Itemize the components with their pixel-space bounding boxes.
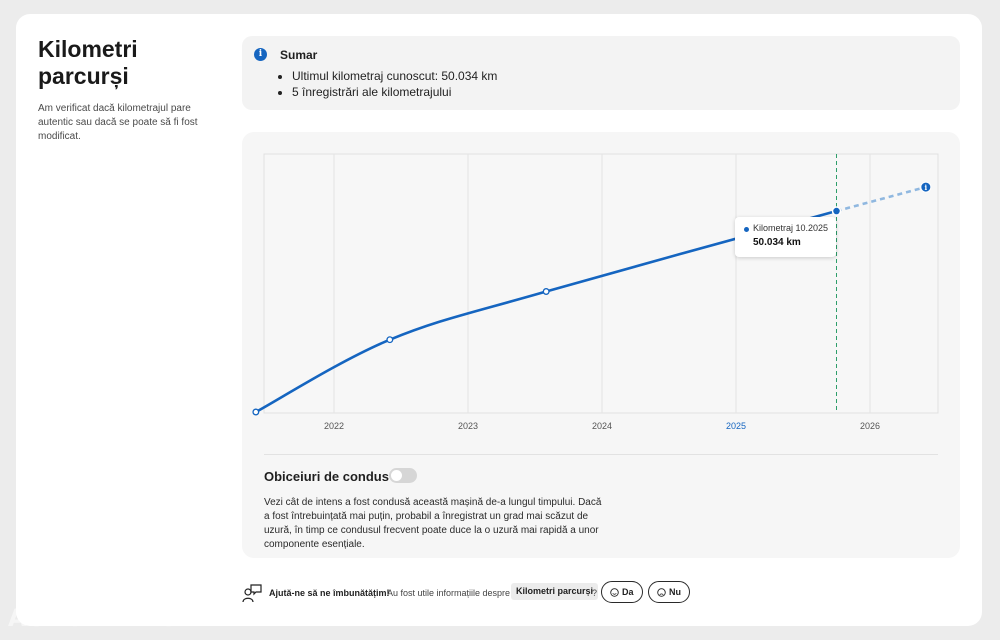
summary-item-last-mileage: Ultimul kilometraj cunoscut: 50.034 km <box>292 68 497 84</box>
toggle-knob <box>391 470 402 481</box>
projection-info-glyph: i <box>924 183 927 192</box>
section-divider <box>264 454 938 455</box>
habits-toggle[interactable] <box>389 468 417 483</box>
data-point-1 <box>386 336 394 344</box>
x-tick-2025: 2025 <box>726 421 746 431</box>
data-point-2 <box>542 288 550 295</box>
tooltip-label: Kilometraj 10.2025 <box>753 223 829 233</box>
feedback-yes-label: Da <box>622 587 634 597</box>
feedback-bar: Ajută-ne să ne îmbunătățim! Au fost util… <box>242 581 962 607</box>
data-point-3 <box>831 206 842 216</box>
feedback-no-button[interactable]: Nu <box>648 581 690 603</box>
summary-list: Ultimul kilometraj cunoscut: 50.034 km 5… <box>292 68 497 100</box>
feedback-help-text: Ajută-ne să ne îmbunătățim! <box>269 588 390 598</box>
tooltip-dot <box>744 227 749 232</box>
mileage-chart: 2022 2023 2024 2025 2026 i <box>252 153 939 431</box>
feedback-question: Au fost utile informațiile despre <box>387 588 511 598</box>
chart-panel: 2022 2023 2024 2025 2026 i Kilometraj 10.2025… <box>242 132 960 558</box>
x-tick-2023: 2023 <box>458 421 478 431</box>
data-point-0 <box>252 408 260 416</box>
feedback-chat-icon <box>242 584 262 603</box>
watermark-logo: AUTOVIT.RO <box>8 604 180 632</box>
tooltip-value: 50.034 km <box>753 237 801 248</box>
main-card: Kilometri parcurși Am verificat dacă kil… <box>16 14 982 626</box>
x-tick-2022: 2022 <box>324 421 344 431</box>
x-tick-2024: 2024 <box>592 421 612 431</box>
habits-title: Obiceiuri de condus <box>264 469 389 484</box>
feedback-yes-button[interactable]: Da <box>601 581 643 603</box>
habits-description: Vezi cât de intens a fost condusă aceast… <box>264 497 602 550</box>
plot-area <box>263 153 939 414</box>
summary-item-records-count: 5 înregistrări ale kilometrajului <box>292 84 497 100</box>
feedback-topic-chip: Kilometri parcurși <box>511 583 599 600</box>
summary-box: i Sumar Ultimul kilometraj cunoscut: 50.… <box>242 36 960 110</box>
feedback-question-mark: ? <box>592 588 598 598</box>
summary-title: Sumar <box>280 48 318 62</box>
page-description: Am verificat dacă kilometrajul pare aute… <box>38 103 198 142</box>
info-icon: i <box>254 48 267 61</box>
projection-line <box>836 185 927 213</box>
smile-icon <box>610 587 619 597</box>
chart-tooltip: Kilometraj 10.2025 50.034 km <box>735 217 836 257</box>
projection-info-icon <box>920 181 932 193</box>
mileage-line <box>254 209 838 414</box>
page-title: Kilometri parcurși <box>38 36 138 89</box>
feedback-no-label: Nu <box>669 587 681 597</box>
x-tick-2026: 2026 <box>860 421 880 431</box>
frown-icon <box>657 587 666 597</box>
